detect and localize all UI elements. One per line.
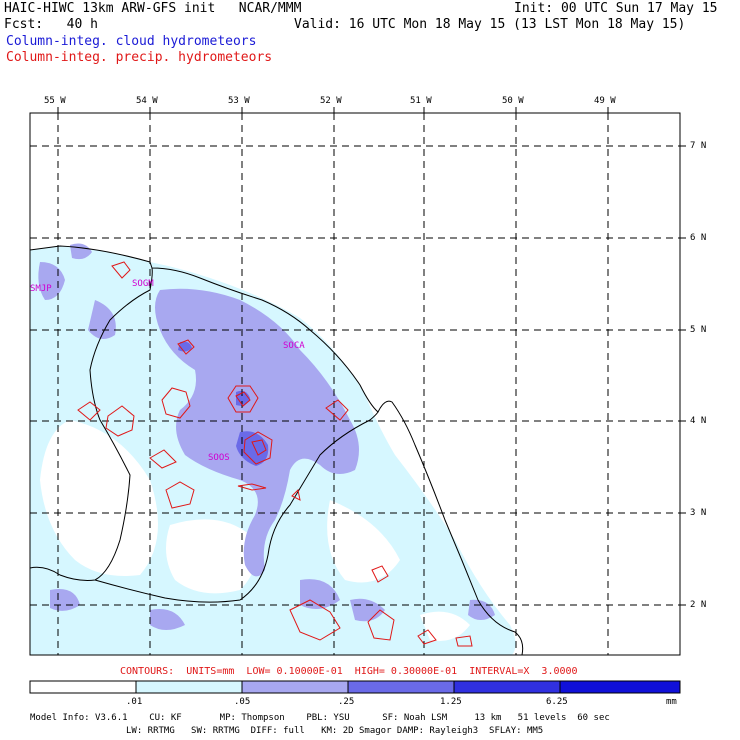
lon-label: 52 W xyxy=(320,96,342,106)
precip-contour xyxy=(251,439,267,456)
lat-label: 3 N xyxy=(690,508,707,518)
precip-contour xyxy=(291,488,301,501)
scale-units: mm xyxy=(666,697,677,707)
precip-contour xyxy=(105,405,135,437)
lat-label: 6 N xyxy=(690,233,707,243)
precip-contour xyxy=(111,261,131,279)
lat-label: 4 N xyxy=(690,416,707,426)
border-west xyxy=(30,267,153,581)
border-east xyxy=(94,411,379,603)
contour-info: CONTOURS: UNITS=mm LOW= 0.10000E-01 HIGH… xyxy=(120,666,578,677)
color-scale-bar xyxy=(29,680,681,694)
station-label-soca: SOCA xyxy=(283,341,305,351)
forecast-hour: Fcst: 40 h xyxy=(4,17,98,32)
model-info-line1: Model Info: V3.6.1 CU: KF MP: Thompson P… xyxy=(30,713,610,723)
precip-contour xyxy=(243,431,273,465)
precip-contour xyxy=(325,399,349,421)
precip-contour xyxy=(177,339,195,355)
lat-ticks xyxy=(680,145,686,606)
lon-label: 50 W xyxy=(502,96,524,106)
station-label-smjp: SMJP xyxy=(30,284,52,294)
precip-contour xyxy=(161,387,191,419)
lon-label: 54 W xyxy=(136,96,158,106)
precip-contour xyxy=(417,629,437,645)
init-time: Init: 00 UTC Sun 17 May 15 xyxy=(514,1,718,16)
station-label-sogm: SOGM xyxy=(132,279,154,289)
graticule xyxy=(30,113,680,655)
valid-time: Valid: 16 UTC Mon 18 May 15 (13 LST Mon … xyxy=(294,17,686,32)
coastline xyxy=(30,245,524,655)
precip-contour xyxy=(227,385,259,413)
map-frame xyxy=(29,112,681,656)
lon-label: 55 W xyxy=(44,96,66,106)
precip-contour xyxy=(367,609,395,641)
lon-ticks xyxy=(57,107,609,113)
precip-contour xyxy=(77,401,101,421)
coastlines xyxy=(30,245,524,655)
precip-contour xyxy=(455,635,473,647)
precip-contour xyxy=(149,449,177,469)
lon-label: 53 W xyxy=(228,96,250,106)
scale-label: .25 xyxy=(338,697,355,707)
precip-contour xyxy=(371,565,389,583)
precip-contour xyxy=(289,599,341,641)
legend-precip-label: Column-integ. precip. hydrometeors xyxy=(6,50,273,65)
precip-contour xyxy=(237,483,267,491)
legend-cloud-label: Column-integ. cloud hydrometeors xyxy=(6,34,257,49)
lat-label: 5 N xyxy=(690,325,707,335)
precip-contour xyxy=(235,391,251,407)
lon-label: 51 W xyxy=(410,96,432,106)
lat-label: 2 N xyxy=(690,600,707,610)
model-info-line2: LW: RRTMG SW: RRTMG DIFF: full KM: 2D Sm… xyxy=(126,726,544,736)
precip-contours xyxy=(77,261,473,647)
scale-label: 6.25 xyxy=(546,697,568,707)
scale-label: .01 xyxy=(126,697,143,707)
lon-label: 49 W xyxy=(594,96,616,106)
lat-label: 7 N xyxy=(690,141,707,151)
plot-title: HAIC-HIWC 13km ARW-GFS init NCAR/MMM xyxy=(4,1,302,16)
station-label-soos: SOOS xyxy=(208,453,230,463)
scale-label: .05 xyxy=(234,697,251,707)
scale-label: 1.25 xyxy=(440,697,462,707)
precip-contour xyxy=(165,481,195,509)
